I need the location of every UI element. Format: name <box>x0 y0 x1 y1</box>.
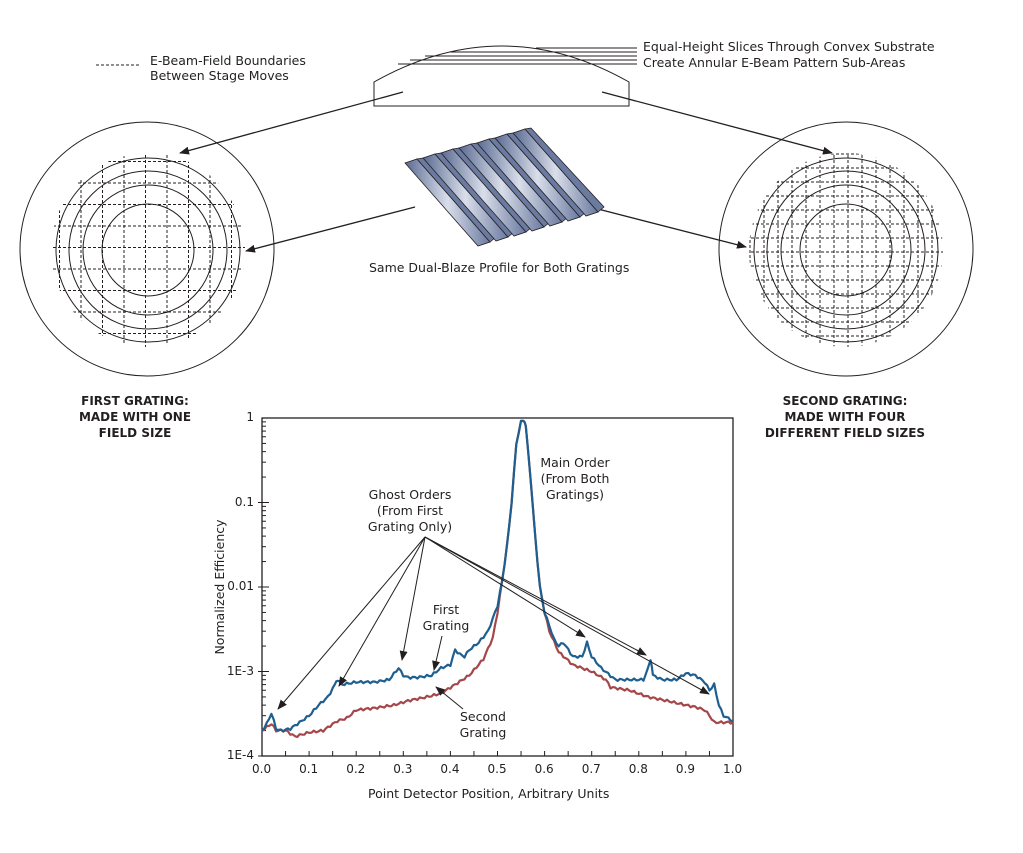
x-tick-label: 0.2 <box>346 762 366 776</box>
second-grating-title-line2: MADE WITH FOUR <box>784 410 906 424</box>
x-tick-label: 0.9 <box>675 762 695 776</box>
x-tick-label: 0.5 <box>487 762 507 776</box>
second-grating-pointer <box>435 686 464 710</box>
first-grating-annotation-line1: First <box>432 602 460 617</box>
ghost-orders-line2: (From First <box>376 503 444 518</box>
second-grating-title: SECOND GRATING: MADE WITH FOUR DIFFERENT… <box>755 393 935 441</box>
arrow-substrate-to-first <box>179 91 404 155</box>
x-tick-label: 0.4 <box>440 762 460 776</box>
main-order-line1: Main Order <box>540 455 610 470</box>
arrow-profile-to-first <box>245 206 416 253</box>
main-order-line3: Gratings) <box>545 487 605 502</box>
ghost-orders-line1: Ghost Orders <box>368 487 452 502</box>
efficiency-chart <box>258 417 734 757</box>
x-tick-label: 0.1 <box>299 762 319 776</box>
x-tick-label: 0.6 <box>534 762 554 776</box>
x-tick-label: 1.0 <box>723 762 743 776</box>
profile-caption: Same Dual-Blaze Profile for Both Grating… <box>369 260 630 275</box>
first-grating-annotation: First Grating <box>416 602 476 634</box>
y-tick-label: 1E-3 <box>226 663 254 678</box>
y-axis-ticks <box>258 421 269 757</box>
x-tick-label: 0.0 <box>252 762 272 776</box>
x-tick-label: 0.7 <box>581 762 601 776</box>
first-grating-field-grid <box>51 153 245 347</box>
first-grating-wafer <box>19 121 275 377</box>
y-tick-label: 0.1 <box>234 494 254 509</box>
ghost-orders-annotation: Ghost Orders (From First Grating Only) <box>360 487 460 535</box>
first-grating-title-line3: FIELD SIZE <box>98 426 172 440</box>
ghost-order-arrows <box>277 536 710 710</box>
first-grating-pointer <box>432 635 443 671</box>
first-grating-title-line1: FIRST GRATING: <box>81 394 189 408</box>
y-tick-label: 0.01 <box>227 579 254 593</box>
plot-frame <box>261 417 734 757</box>
x-axis-ticks <box>261 751 734 756</box>
second-grating-title-line1: SECOND GRATING: <box>782 394 908 408</box>
x-tick-label: 0.8 <box>628 762 648 776</box>
x-axis-label: Point Detector Position, Arbitrary Units <box>368 786 610 801</box>
y-tick-label: 1 <box>246 410 254 424</box>
convex-substrate <box>373 45 637 107</box>
substrate-label-line1: Equal-Height Slices Through Convex Subst… <box>643 39 935 54</box>
second-grating-title-line3: DIFFERENT FIELD SIZES <box>764 426 926 440</box>
ghost-orders-line3: Grating Only) <box>367 519 453 534</box>
arrow-substrate-to-second <box>601 91 833 155</box>
legend-label-line1: E-Beam-Field Boundaries <box>150 53 306 68</box>
first-grating-title: FIRST GRATING: MADE WITH ONE FIELD SIZE <box>60 393 210 441</box>
second-grating-annotation-line2: Grating <box>459 725 507 740</box>
second-grating-wafer <box>718 121 974 377</box>
second-grating-field-grid <box>749 153 943 347</box>
substrate-label-line2: Create Annular E-Beam Pattern Sub-Areas <box>643 55 906 70</box>
first-grating-annotation-line2: Grating <box>422 618 470 633</box>
dual-blaze-grating-profile <box>404 127 605 247</box>
main-order-annotation: Main Order (From Both Gratings) <box>530 455 620 503</box>
x-tick-label: 0.3 <box>393 762 413 776</box>
main-order-line2: (From Both <box>540 471 610 486</box>
second-grating-annotation: Second Grating <box>452 709 514 741</box>
legend-label-line2: Between Stage Moves <box>150 68 289 83</box>
first-grating-title-line2: MADE WITH ONE <box>78 410 192 424</box>
arrow-profile-to-second <box>593 207 747 249</box>
y-tick-label: 1E-4 <box>226 748 254 762</box>
second-grating-annotation-line1: Second <box>459 709 506 724</box>
